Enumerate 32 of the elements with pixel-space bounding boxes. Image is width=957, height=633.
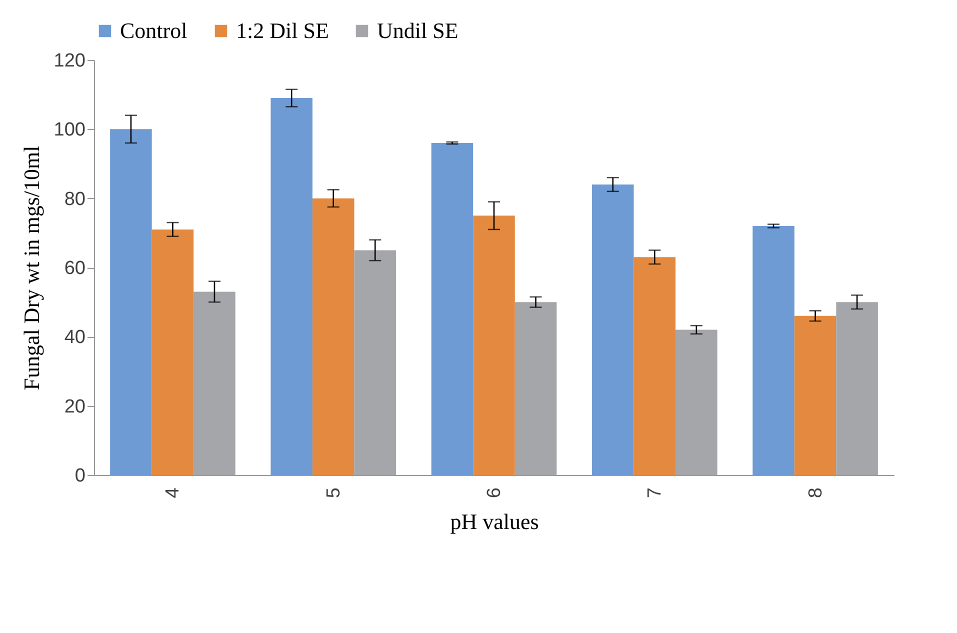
bar: [473, 216, 515, 475]
x-tick-label: 5: [323, 488, 344, 498]
x-tick-label: 8: [805, 488, 826, 498]
y-tick-label: 100: [54, 120, 86, 141]
x-tick-label: 4: [162, 487, 184, 498]
bar: [194, 292, 236, 475]
x-tick-label: 7: [644, 488, 666, 498]
bar: [592, 184, 634, 475]
bar: [836, 302, 878, 475]
legend-label: Undil SE: [377, 18, 458, 43]
y-tick-label: 60: [64, 258, 86, 279]
y-axis-title: Fungal Dry wt in mgs/10ml: [18, 146, 44, 390]
x-tick-label: 6: [484, 488, 505, 498]
bar: [152, 229, 194, 475]
bar: [270, 98, 312, 475]
bar: [431, 143, 474, 475]
x-axis-title: pH values: [450, 509, 539, 534]
y-tick-label: 120: [54, 50, 86, 72]
bar: [110, 129, 152, 475]
bar: [794, 316, 836, 475]
legend-label: Control: [120, 18, 188, 43]
y-tick-label: 80: [64, 188, 86, 210]
y-tick-label: 20: [64, 396, 86, 418]
bar: [514, 302, 557, 475]
bar: [752, 226, 794, 475]
bar: [312, 198, 354, 475]
bar: [634, 257, 676, 475]
legend-label: 1:2 Dil SE: [236, 18, 329, 43]
bar: [676, 330, 718, 475]
y-tick-label: 40: [64, 327, 86, 348]
bar: [354, 250, 396, 475]
y-tick-label: 0: [74, 466, 86, 486]
